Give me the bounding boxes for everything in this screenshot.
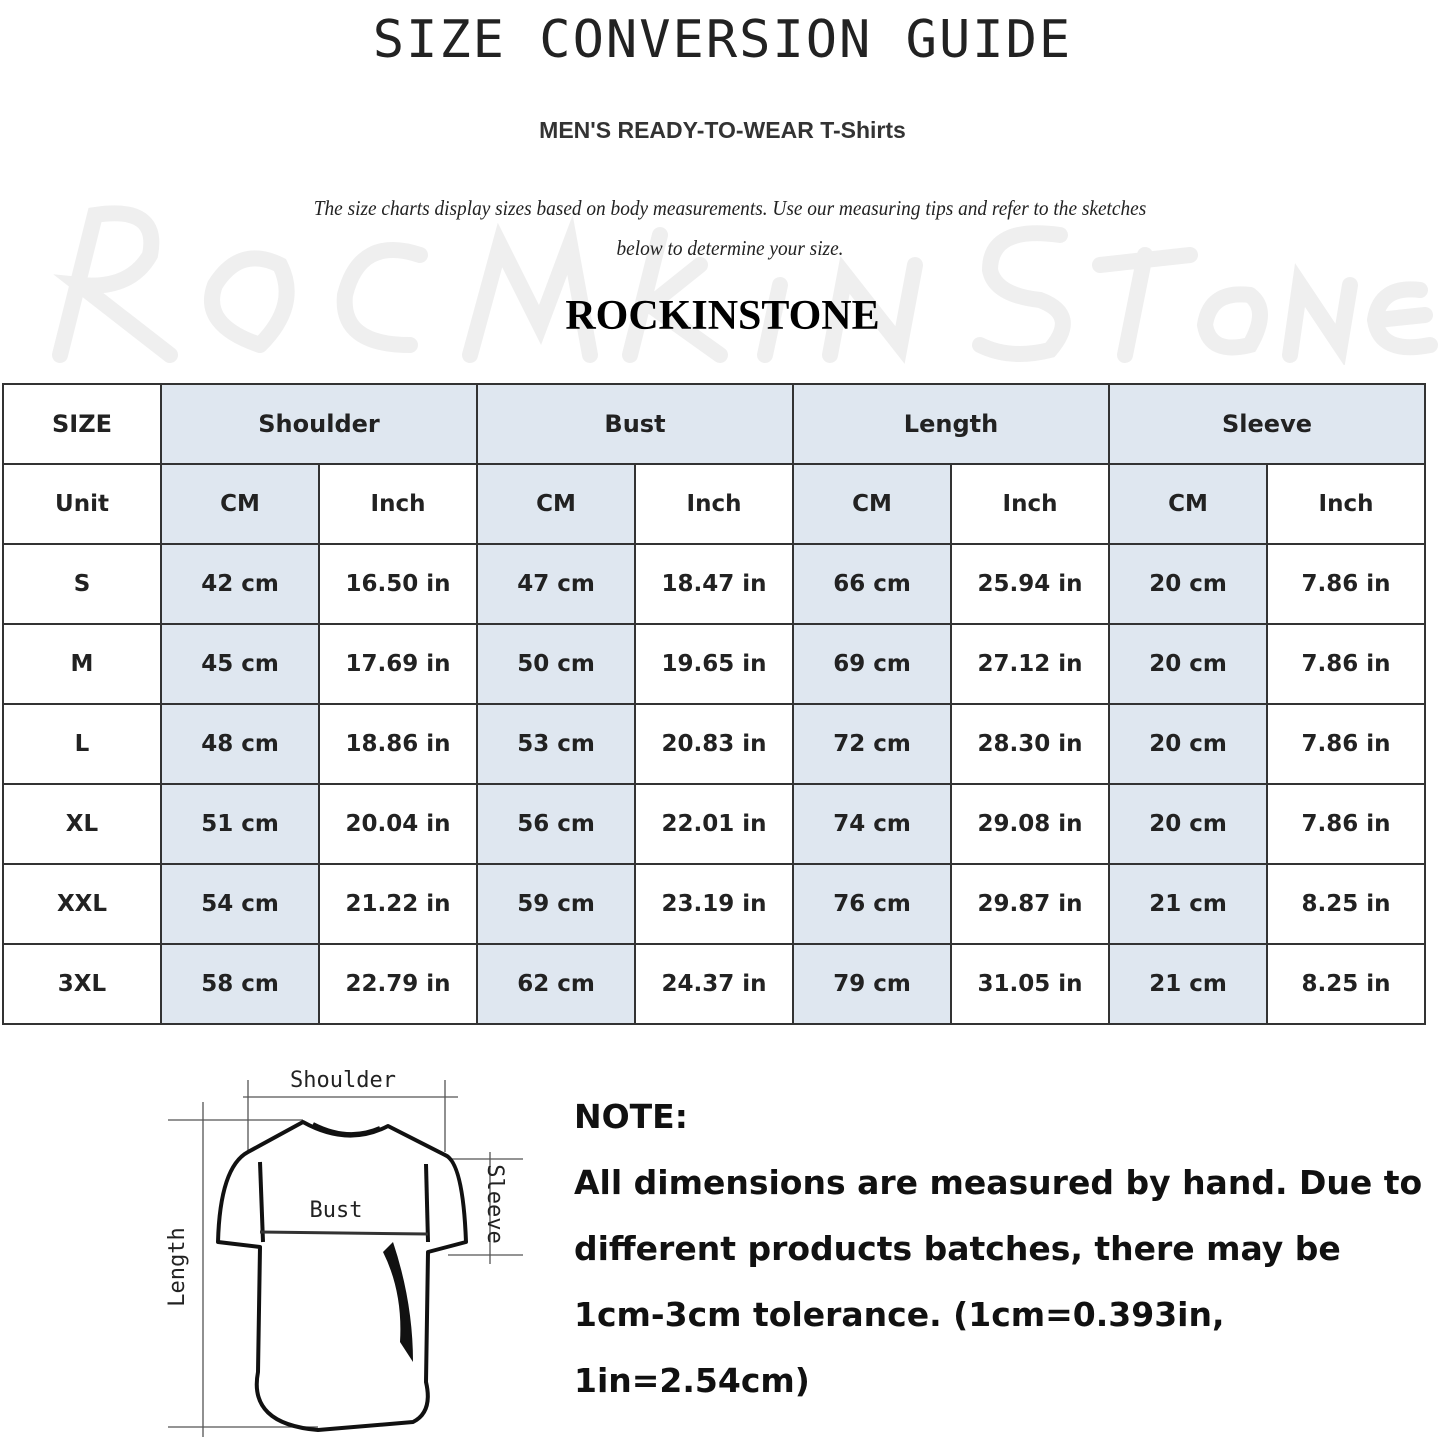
watermark-logo	[52, 205, 1438, 365]
unit-inch: Inch	[318, 463, 478, 545]
size-cell: S	[2, 543, 162, 625]
measurement-cell: 56 cm	[476, 783, 636, 865]
diagram-label-length: Length	[165, 1227, 190, 1306]
measurement-cell: 74 cm	[792, 783, 952, 865]
measurement-cell: 20 cm	[1108, 623, 1268, 705]
measurement-cell: 42 cm	[160, 543, 320, 625]
size-cell: L	[2, 703, 162, 785]
measurement-cell: 69 cm	[792, 623, 952, 705]
measurement-cell: 7.86 in	[1266, 703, 1426, 785]
measurement-cell: 22.01 in	[634, 783, 794, 865]
measurement-cell: 19.65 in	[634, 623, 794, 705]
measurement-cell: 28.30 in	[950, 703, 1110, 785]
header-unit: Unit	[2, 463, 162, 545]
measurement-cell: 59 cm	[476, 863, 636, 945]
size-cell: 3XL	[2, 943, 162, 1025]
measurement-cell: 20.04 in	[318, 783, 478, 865]
note-heading: NOTE:	[574, 1097, 688, 1136]
measurement-cell: 51 cm	[160, 783, 320, 865]
measurement-cell: 7.86 in	[1266, 543, 1426, 625]
measurement-cell: 18.47 in	[634, 543, 794, 625]
measurement-cell: 24.37 in	[634, 943, 794, 1025]
measurement-cell: 72 cm	[792, 703, 952, 785]
unit-cm: CM	[160, 463, 320, 545]
page-subtitle: MEN'S READY-TO-WEAR T-Shirts	[539, 117, 906, 143]
note-line-1: All dimensions are measured by hand. Due…	[574, 1163, 1423, 1202]
diagram-label-sleeve: Sleeve	[482, 1164, 507, 1243]
table-header-row: SIZE Shoulder Bust Length Sleeve	[2, 383, 1426, 465]
measurement-cell: 58 cm	[160, 943, 320, 1025]
measurement-cell: 23.19 in	[634, 863, 794, 945]
description-line-2: below to determine your size.	[616, 236, 844, 260]
unit-cm: CM	[476, 463, 636, 545]
unit-cm: CM	[1108, 463, 1268, 545]
measurement-cell: 18.86 in	[318, 703, 478, 785]
header-length: Length	[792, 383, 1110, 465]
table-row: S 42 cm 16.50 in 47 cm 18.47 in 66 cm 25.94 in…	[2, 543, 1426, 625]
measurement-cell: 45 cm	[160, 623, 320, 705]
measurement-cell: 21.22 in	[318, 863, 478, 945]
header-shoulder: Shoulder	[160, 383, 478, 465]
measurement-cell: 62 cm	[476, 943, 636, 1025]
measurement-cell: 20 cm	[1108, 703, 1268, 785]
measurement-cell: 22.79 in	[318, 943, 478, 1025]
measurement-cell: 47 cm	[476, 543, 636, 625]
brand-name: ROCKINSTONE	[565, 293, 880, 339]
measurement-cell: 8.25 in	[1266, 863, 1426, 945]
header-size: SIZE	[2, 383, 162, 465]
size-cell: XXL	[2, 863, 162, 945]
note-line-2: different products batches, there may be	[574, 1229, 1341, 1268]
unit-cm: CM	[792, 463, 952, 545]
description-line-1: The size charts display sizes based on b…	[313, 196, 1147, 220]
measurement-cell: 79 cm	[792, 943, 952, 1025]
measurement-cell: 53 cm	[476, 703, 636, 785]
measurement-cell: 66 cm	[792, 543, 952, 625]
measurement-cell: 54 cm	[160, 863, 320, 945]
header-sleeve: Sleeve	[1108, 383, 1426, 465]
tshirt-measurement-diagram: Shoulder Bust Length Sleeve	[165, 1068, 523, 1437]
unit-inch: Inch	[634, 463, 794, 545]
description: The size charts display sizes based on b…	[270, 188, 1190, 268]
measurement-cell: 21 cm	[1108, 863, 1268, 945]
table-unit-row: Unit CM Inch CM Inch CM Inch CM Inch	[2, 463, 1426, 545]
table-row: XXL 54 cm 21.22 in 59 cm 23.19 in 76 cm 29.87 …	[2, 863, 1426, 945]
size-cell: XL	[2, 783, 162, 865]
measurement-cell: 31.05 in	[950, 943, 1110, 1025]
measurement-cell: 29.08 in	[950, 783, 1110, 865]
measurement-cell: 20 cm	[1108, 783, 1268, 865]
note-line-3: 1cm-3cm tolerance. (1cm=0.393in, 1in=2.5…	[574, 1295, 1225, 1400]
measurement-cell: 76 cm	[792, 863, 952, 945]
diagram-label-bust: Bust	[310, 1198, 363, 1223]
size-cell: M	[2, 623, 162, 705]
measurement-cell: 50 cm	[476, 623, 636, 705]
measurement-cell: 8.25 in	[1266, 943, 1426, 1025]
size-table: SIZE Shoulder Bust Length Sleeve Unit CM Inch CM…	[2, 383, 1426, 1025]
measurement-cell: 29.87 in	[950, 863, 1110, 945]
table-row: 3XL 58 cm 22.79 in 62 cm 24.37 in 79 cm 31.05 …	[2, 943, 1426, 1025]
header-bust: Bust	[476, 383, 794, 465]
unit-inch: Inch	[1266, 463, 1426, 545]
measurement-cell: 48 cm	[160, 703, 320, 785]
measurement-cell: 20 cm	[1108, 543, 1268, 625]
measurement-cell: 25.94 in	[950, 543, 1110, 625]
table-row: XL 51 cm 20.04 in 56 cm 22.01 in 74 cm 29.08 i…	[2, 783, 1426, 865]
note-block: NOTE: All dimensions are measured by han…	[574, 1084, 1434, 1414]
measurement-cell: 7.86 in	[1266, 783, 1426, 865]
diagram-label-shoulder: Shoulder	[290, 1068, 396, 1093]
unit-inch: Inch	[950, 463, 1110, 545]
measurement-cell: 20.83 in	[634, 703, 794, 785]
table-row: M 45 cm 17.69 in 50 cm 19.65 in 69 cm 27.12 in…	[2, 623, 1426, 705]
measurement-cell: 7.86 in	[1266, 623, 1426, 705]
page-title: SIZE CONVERSION GUIDE	[372, 10, 1073, 70]
measurement-cell: 27.12 in	[950, 623, 1110, 705]
measurement-cell: 21 cm	[1108, 943, 1268, 1025]
measurement-cell: 16.50 in	[318, 543, 478, 625]
measurement-cell: 17.69 in	[318, 623, 478, 705]
table-row: L 48 cm 18.86 in 53 cm 20.83 in 72 cm 28.30 in…	[2, 703, 1426, 785]
